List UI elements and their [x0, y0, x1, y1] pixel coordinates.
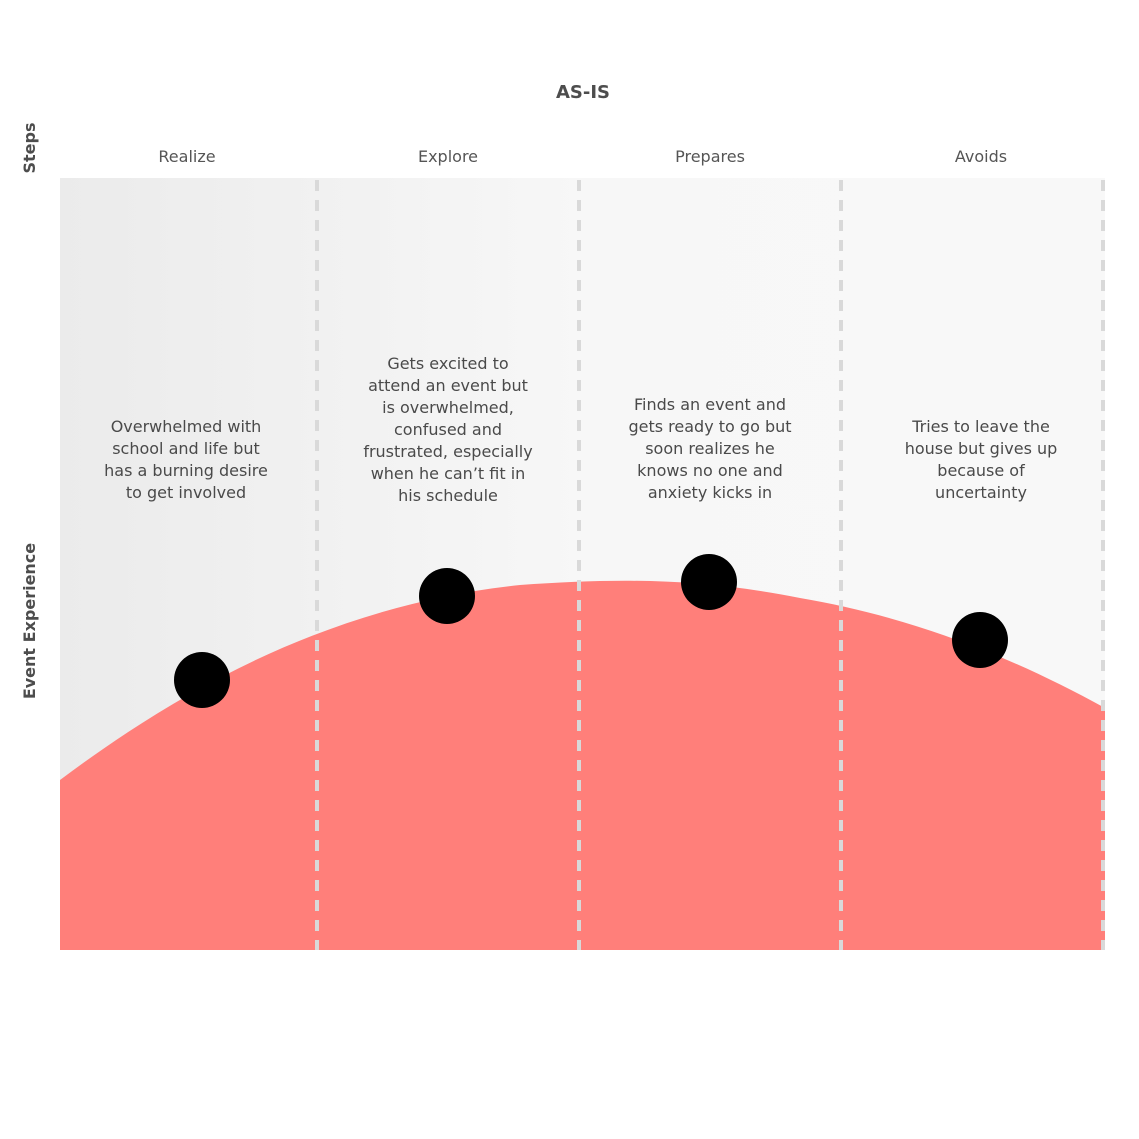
experience-point-avoids: [952, 612, 1008, 668]
experience-point-explore: [419, 568, 475, 624]
step-description-realize: Overwhelmed with school and life but has…: [104, 417, 268, 502]
step-header-explore: Explore: [417, 147, 479, 166]
step-header-prepares: Prepares: [675, 147, 745, 166]
step-description-explore: Gets excited to attend an event but is o…: [363, 354, 533, 505]
step-header-realize: Realize: [158, 147, 216, 166]
step-header-avoids: Avoids: [954, 147, 1008, 166]
diagram-title: AS-IS: [555, 82, 611, 103]
step-description-avoids: Tries to leave the house but gives up be…: [904, 417, 1058, 502]
experience-points: [174, 554, 1008, 708]
experience-point-prepares: [681, 554, 737, 610]
step-description-prepares: Finds an event and gets ready to go but …: [628, 395, 792, 502]
stage-dividers: [315, 180, 1105, 950]
experience-curve-area: [60, 580, 1105, 950]
experience-point-realize: [174, 652, 230, 708]
